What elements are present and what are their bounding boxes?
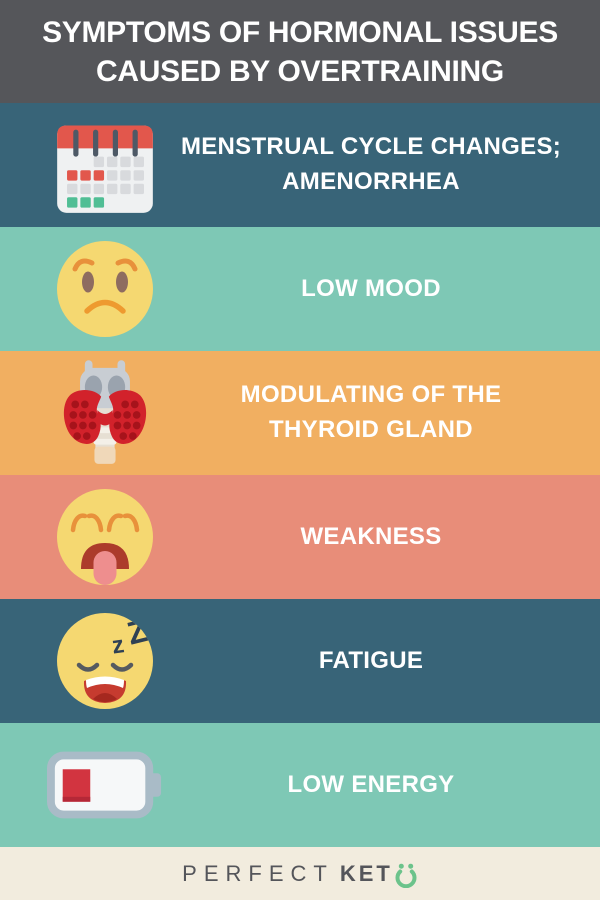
row-fatigue: z Z FATIGUE xyxy=(0,599,600,723)
row-label: WEAKNESS xyxy=(300,522,442,550)
row-low-energy: LOW ENERGY xyxy=(0,723,600,847)
brand-logo: PERFECT KET xyxy=(182,860,418,888)
sleeping-face-icon: z Z xyxy=(57,613,153,709)
footer: PERFECT KET xyxy=(0,847,600,900)
row-low-mood: LOW MOOD xyxy=(0,227,600,351)
thyroid-gland-icon xyxy=(63,360,147,464)
row-label: MENSTRUAL CYCLE CHANGES; AMENORRHEA xyxy=(180,133,562,195)
row-icon-box xyxy=(40,239,170,339)
row-label: FATIGUE xyxy=(318,646,424,674)
green-ring-o-icon xyxy=(395,863,417,888)
header: SYMPTOMS OF HORMONAL ISSUES CAUSED BY OV… xyxy=(0,0,600,103)
row-icon-box xyxy=(40,113,170,217)
row-icon-box xyxy=(40,744,170,826)
row-icon-box xyxy=(40,360,170,466)
calendar-icon xyxy=(57,125,153,213)
row-thyroid: MODULATING OF THE THYROID GLAND xyxy=(0,351,600,475)
weary-face-icon xyxy=(57,489,153,585)
brand-text-ket: KET xyxy=(339,860,393,886)
row-label: LOW MOOD xyxy=(301,274,441,302)
low-battery-icon xyxy=(46,751,162,819)
row-label: MODULATING OF THE THYROID GLAND xyxy=(240,381,502,443)
row-weakness: WEAKNESS xyxy=(0,475,600,599)
worried-face-icon xyxy=(57,241,153,337)
svg-text:z: z xyxy=(110,631,126,659)
brand-text-perfect: PERFECT xyxy=(182,860,334,886)
page-title: SYMPTOMS OF HORMONAL ISSUES CAUSED BY OV… xyxy=(42,15,558,88)
row-menstrual-cycle: MENSTRUAL CYCLE CHANGES; AMENORRHEA xyxy=(0,103,600,227)
row-icon-box: z Z xyxy=(40,611,170,711)
row-icon-box xyxy=(40,487,170,587)
row-label: LOW ENERGY xyxy=(287,770,455,798)
